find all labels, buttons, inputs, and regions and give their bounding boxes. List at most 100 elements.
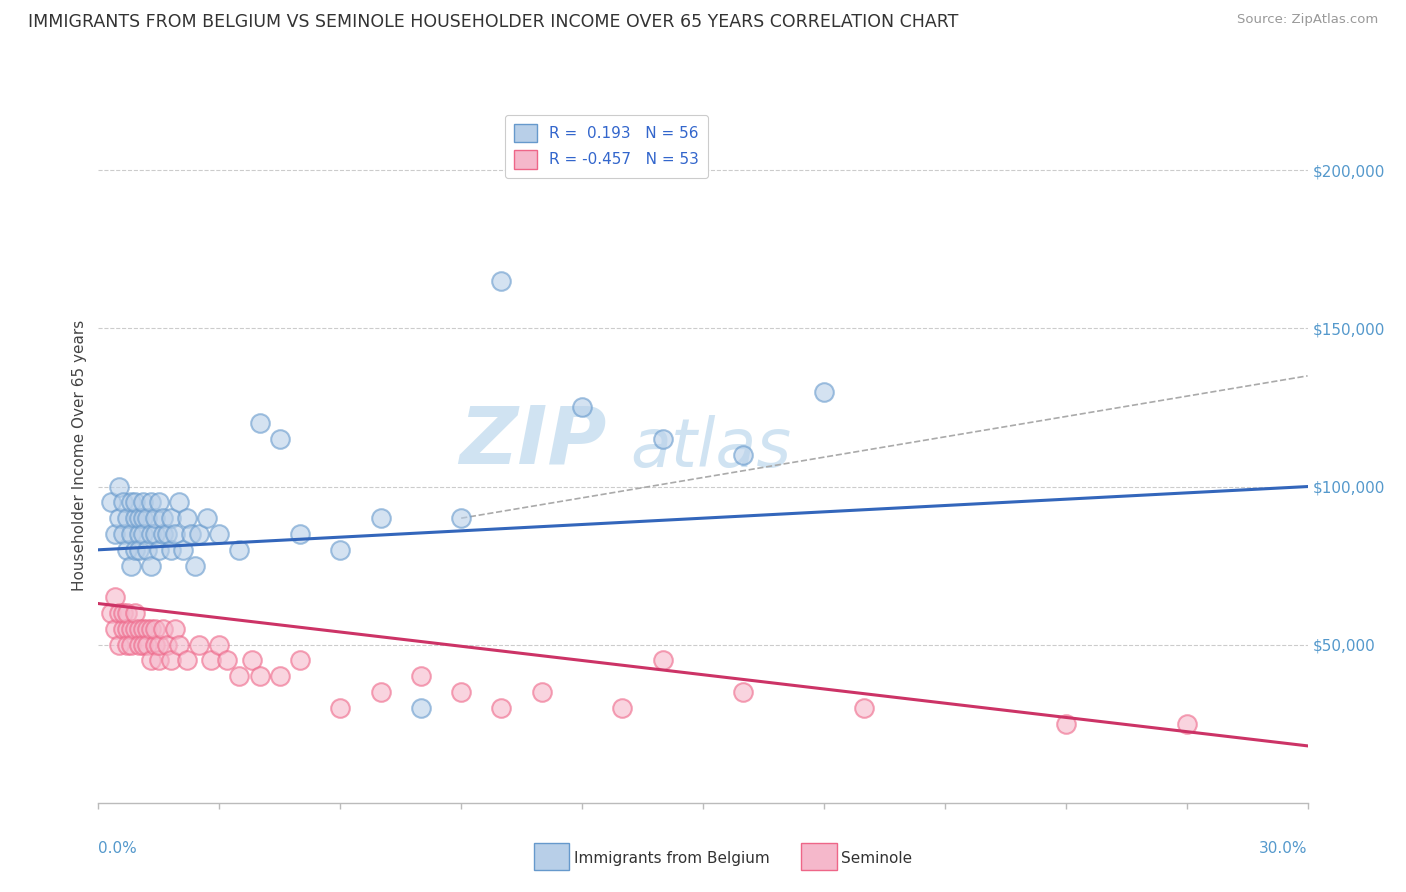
Text: Source: ZipAtlas.com: Source: ZipAtlas.com: [1237, 13, 1378, 27]
Point: [409, 701, 432, 715]
Text: ZIP: ZIP: [458, 402, 606, 480]
Point: [249, 417, 271, 431]
Point: [107, 511, 129, 525]
Point: [124, 622, 146, 636]
Point: [813, 384, 835, 399]
Point: [120, 638, 142, 652]
Text: atlas: atlas: [630, 415, 792, 481]
Point: [135, 511, 157, 525]
Point: [107, 479, 129, 493]
Point: [200, 653, 222, 667]
Point: [132, 638, 155, 652]
Point: [491, 274, 513, 288]
Point: [733, 685, 755, 699]
Point: [124, 542, 146, 557]
Point: [288, 653, 311, 667]
Point: [156, 527, 179, 541]
Text: Seminole: Seminole: [841, 851, 912, 865]
Point: [269, 669, 291, 683]
Text: 30.0%: 30.0%: [1260, 841, 1308, 856]
Point: [370, 511, 392, 525]
Point: [100, 495, 122, 509]
Point: [450, 511, 472, 525]
Point: [733, 448, 755, 462]
Point: [120, 558, 142, 573]
Point: [651, 432, 673, 446]
Point: [176, 653, 198, 667]
Point: [111, 606, 134, 620]
Point: [143, 527, 166, 541]
Point: [135, 542, 157, 557]
Text: Immigrants from Belgium: Immigrants from Belgium: [574, 851, 769, 865]
Point: [132, 622, 155, 636]
Point: [249, 669, 271, 683]
Point: [208, 638, 231, 652]
Point: [167, 495, 190, 509]
Point: [156, 638, 179, 652]
Point: [120, 622, 142, 636]
Point: [139, 558, 162, 573]
Point: [115, 622, 138, 636]
Point: [184, 558, 207, 573]
Point: [139, 495, 162, 509]
Point: [107, 606, 129, 620]
Point: [124, 606, 146, 620]
Point: [132, 527, 155, 541]
Point: [143, 511, 166, 525]
Point: [128, 527, 150, 541]
Point: [100, 606, 122, 620]
Point: [195, 511, 218, 525]
Point: [124, 511, 146, 525]
Point: [135, 638, 157, 652]
Point: [370, 685, 392, 699]
Legend: R =  0.193   N = 56, R = -0.457   N = 53: R = 0.193 N = 56, R = -0.457 N = 53: [505, 115, 709, 178]
Point: [128, 542, 150, 557]
Point: [530, 685, 553, 699]
Point: [128, 638, 150, 652]
Point: [139, 527, 162, 541]
Text: IMMIGRANTS FROM BELGIUM VS SEMINOLE HOUSEHOLDER INCOME OVER 65 YEARS CORRELATION: IMMIGRANTS FROM BELGIUM VS SEMINOLE HOUS…: [28, 13, 959, 31]
Text: 0.0%: 0.0%: [98, 841, 138, 856]
Point: [240, 653, 263, 667]
Point: [111, 622, 134, 636]
Point: [107, 638, 129, 652]
Point: [269, 432, 291, 446]
Point: [188, 527, 211, 541]
Point: [135, 622, 157, 636]
Point: [409, 669, 432, 683]
Point: [148, 653, 170, 667]
Point: [128, 511, 150, 525]
Point: [1054, 716, 1077, 731]
Point: [152, 527, 174, 541]
Point: [180, 527, 202, 541]
Point: [143, 622, 166, 636]
Point: [103, 591, 125, 605]
Point: [148, 638, 170, 652]
Point: [139, 622, 162, 636]
Point: [651, 653, 673, 667]
Point: [450, 685, 472, 699]
Point: [132, 495, 155, 509]
Point: [160, 653, 183, 667]
Point: [288, 527, 311, 541]
Point: [115, 511, 138, 525]
Point: [176, 511, 198, 525]
Point: [163, 622, 186, 636]
Point: [1175, 716, 1198, 731]
Point: [491, 701, 513, 715]
Point: [115, 606, 138, 620]
Point: [228, 542, 250, 557]
Point: [329, 701, 352, 715]
Point: [139, 653, 162, 667]
Point: [111, 527, 134, 541]
Point: [160, 511, 183, 525]
Point: [167, 638, 190, 652]
Point: [128, 622, 150, 636]
Point: [329, 542, 352, 557]
Point: [115, 542, 138, 557]
Point: [143, 638, 166, 652]
Point: [115, 638, 138, 652]
Point: [160, 542, 183, 557]
Point: [148, 542, 170, 557]
Point: [120, 495, 142, 509]
